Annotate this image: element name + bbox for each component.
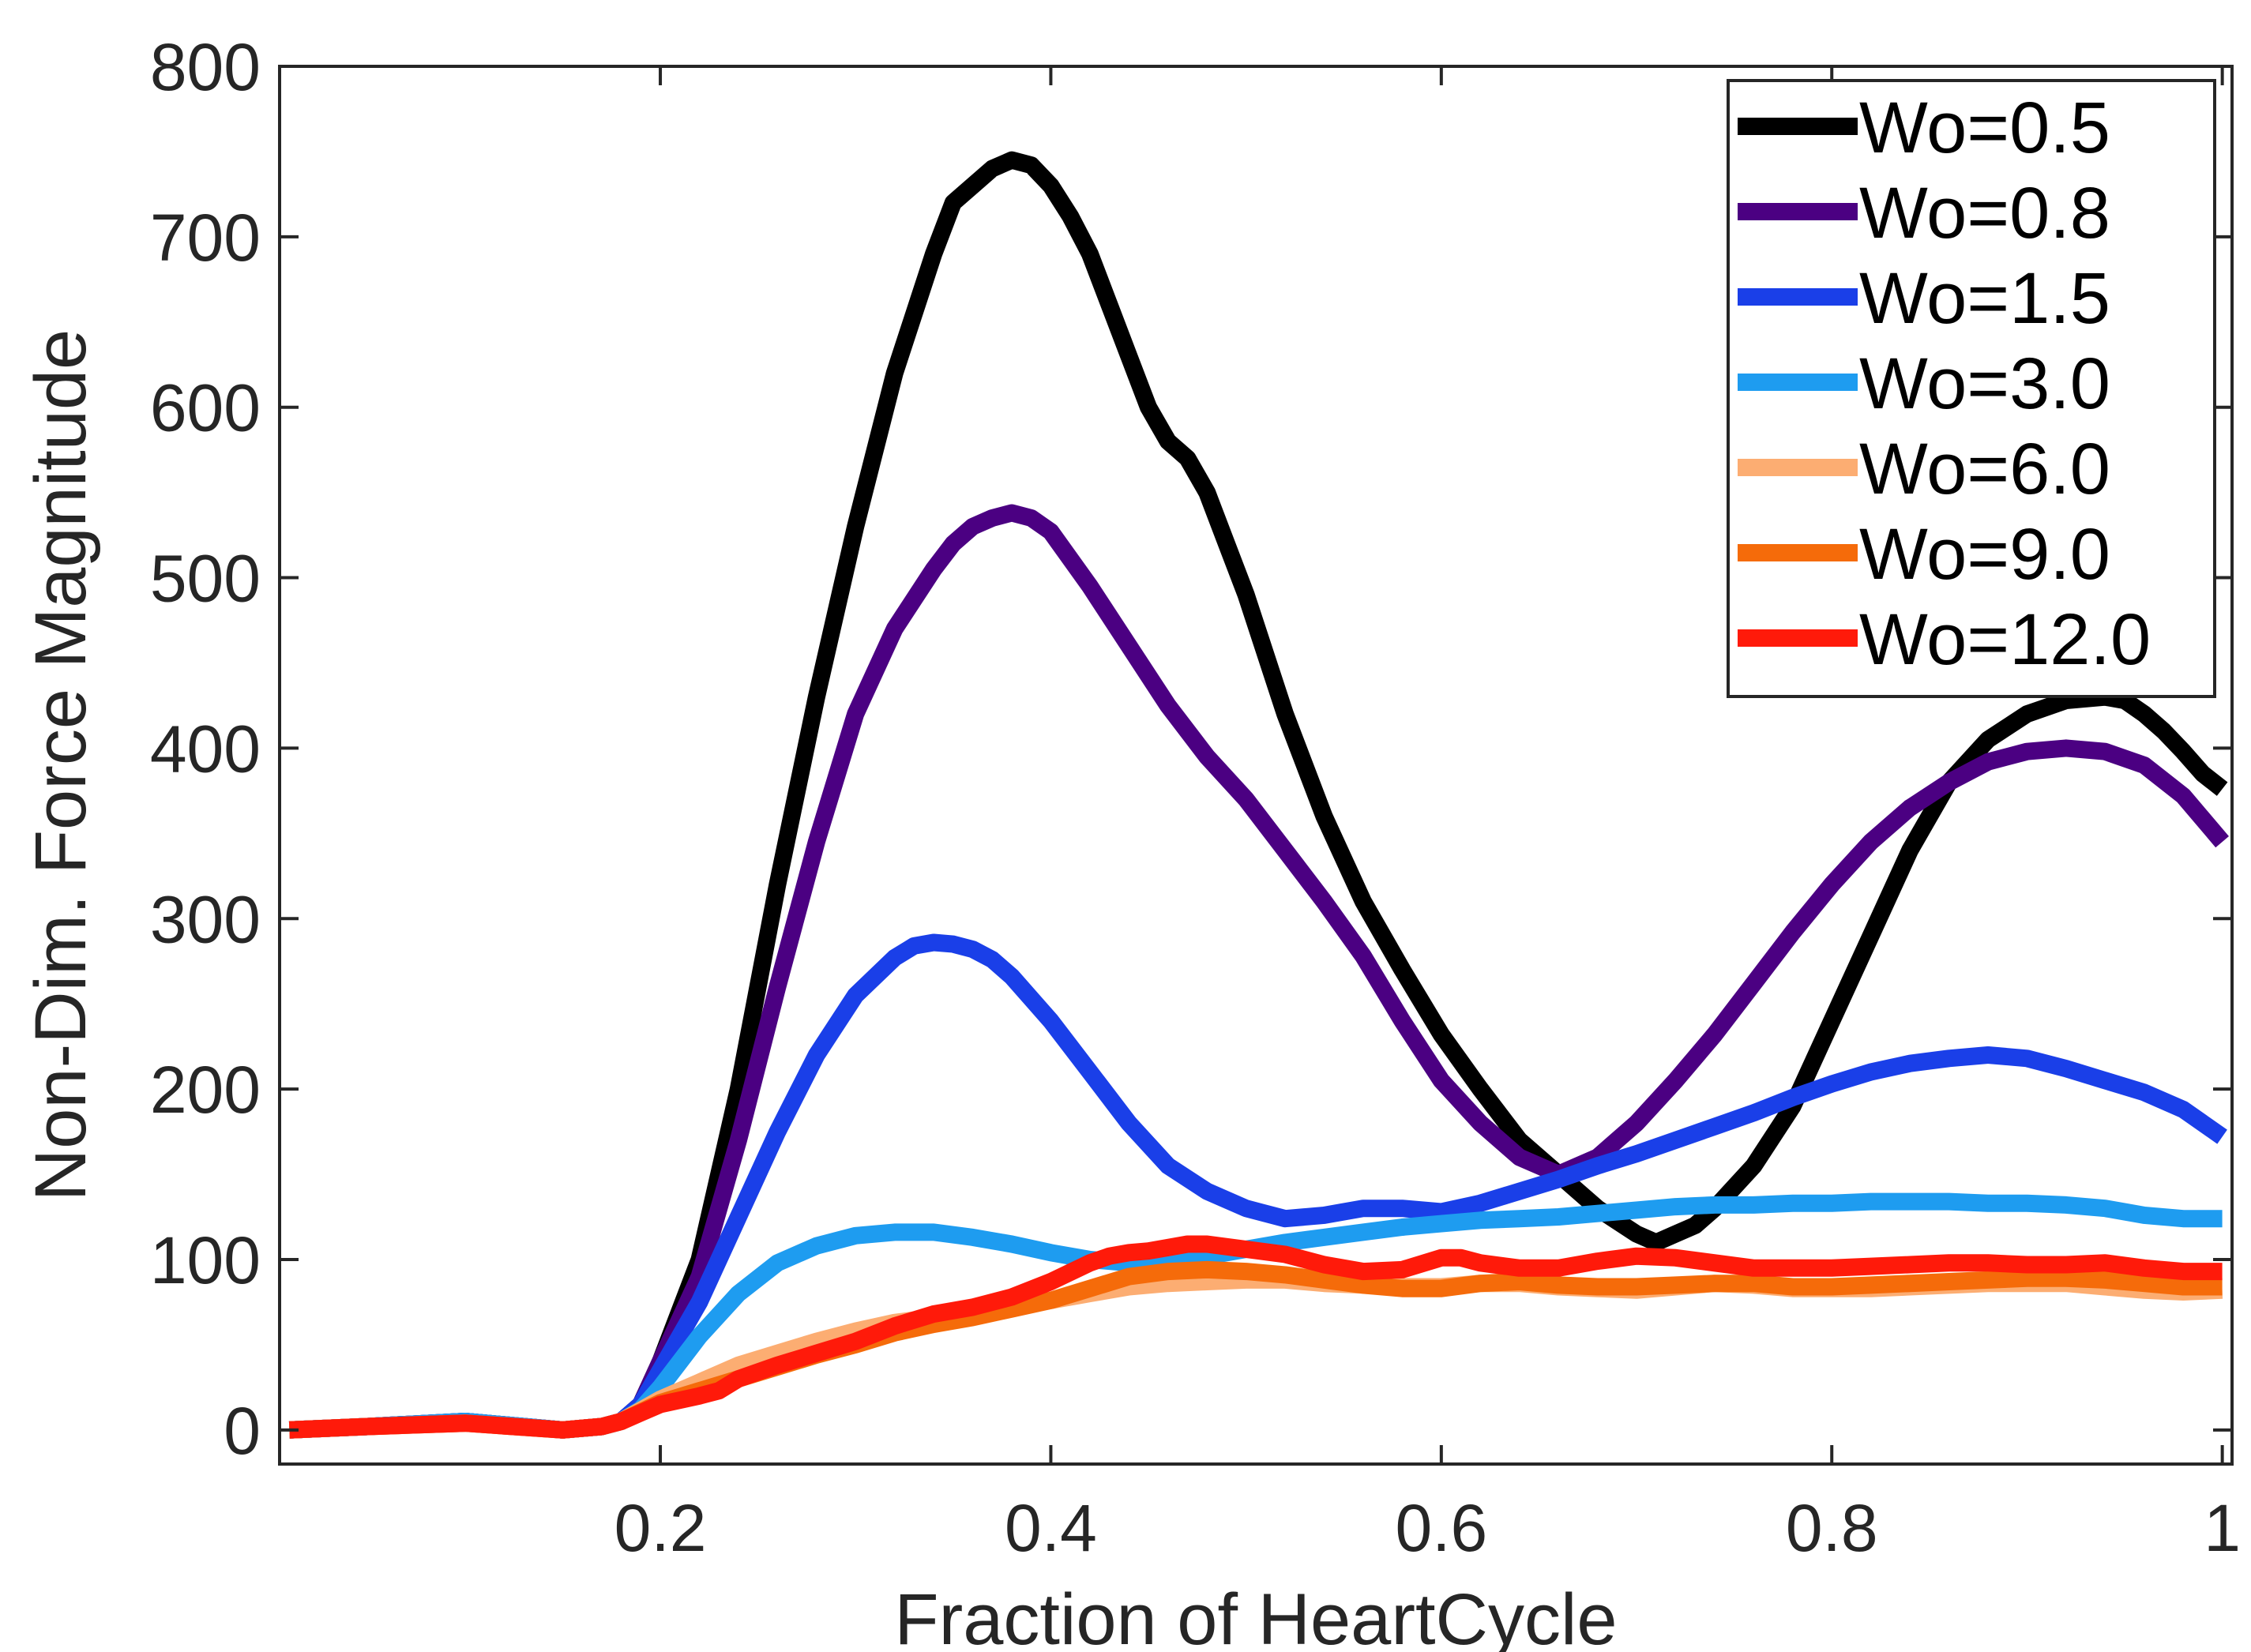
legend-items: Wo=0.5Wo=0.8Wo=1.5Wo=3.0Wo=6.0Wo=9.0Wo=1…	[1738, 88, 2151, 680]
x-tick-label: 0.2	[614, 1491, 707, 1565]
x-tick-label: 1	[2204, 1491, 2241, 1565]
legend-label: Wo=12.0	[1859, 599, 2151, 680]
series-line-wo-1-5	[288, 933, 2227, 1439]
x-tick-label: 0.6	[1395, 1491, 1487, 1565]
series-layer	[288, 151, 2229, 1439]
series-line-wo-0-8	[288, 504, 2229, 1439]
legend-label: Wo=6.0	[1859, 429, 2110, 509]
y-tick-label: 500	[150, 542, 261, 616]
x-tick-label: 0.4	[1005, 1491, 1097, 1565]
legend-label: Wo=9.0	[1859, 514, 2110, 595]
y-tick-label: 800	[150, 30, 261, 104]
plot-area-border	[278, 65, 2234, 1466]
legend-label: Wo=0.5	[1859, 88, 2110, 168]
y-tick-label: 0	[224, 1394, 261, 1468]
y-tick-label: 700	[150, 201, 261, 275]
series-line-wo-12-0	[288, 1235, 2223, 1439]
y-axis-title: Non-Dim. Force Magnitude	[21, 329, 101, 1201]
y-tick-label: 300	[150, 882, 261, 956]
x-axis-title: Fraction of HeartCycle	[894, 1579, 1617, 1652]
y-tick-label: 200	[150, 1053, 261, 1127]
legend-label: Wo=3.0	[1859, 344, 2110, 424]
x-tick-label: 0.8	[1786, 1491, 1878, 1565]
y-tick-label: 400	[150, 711, 261, 786]
series-line-wo-3-0	[288, 1192, 2223, 1439]
legend-label: Wo=1.5	[1859, 258, 2110, 339]
x-axis-ticks: 0.2 0.4 0.6 0.8 1	[614, 66, 2241, 1565]
legend-label: Wo=0.8	[1859, 173, 2110, 253]
legend: Wo=0.5Wo=0.8Wo=1.5Wo=3.0Wo=6.0Wo=9.0Wo=1…	[1727, 79, 2216, 698]
y-axis-ticks: 0 100 200 300 400 500 600 700 800	[150, 30, 2232, 1468]
y-tick-label: 600	[150, 371, 261, 445]
y-tick-label: 100	[150, 1223, 261, 1297]
